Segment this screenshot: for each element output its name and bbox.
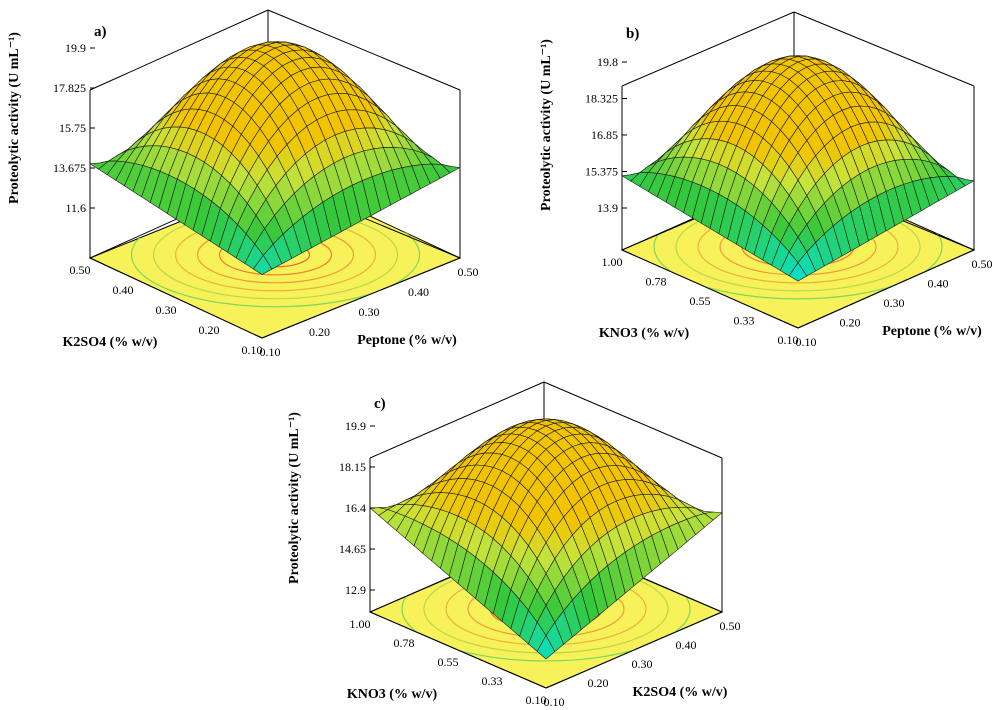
- x-axis: 0.10 0.20 0.30 0.40 0.50 K2SO4 (% w/v): [544, 619, 741, 709]
- x-tick-label: 0.10: [544, 695, 565, 709]
- z-tick-label: 19.9: [345, 419, 366, 433]
- floor-edge: [89, 257, 263, 339]
- panel-label: a): [94, 24, 107, 40]
- y-axis: 0.10 0.20 0.30 0.40 0.50 K2SO4 (% w/v): [63, 263, 263, 357]
- response-surface: [89, 41, 461, 275]
- floor-edge: [621, 249, 799, 329]
- surface-plot-a-svg: 11.6 13.675 15.75 17.825 19.9 Proteolytic act…: [7, 9, 479, 359]
- box-edge: [793, 11, 975, 87]
- z-axis-label: Proteolytic activity (U mL⁻¹): [539, 39, 554, 211]
- box-edge: [89, 9, 269, 91]
- x-tick-label: 0.30: [884, 296, 905, 310]
- surface-cell: [536, 634, 556, 660]
- x-axis: 0.10 0.20 0.30 0.40 0.50 Peptone (% w/v): [260, 265, 479, 359]
- z-tick-label: 13.9: [597, 201, 618, 215]
- y-tick-label: 0.78: [394, 636, 415, 650]
- z-axis-label: Proteolytic activity (U mL⁻¹): [7, 32, 22, 204]
- x-tick-label: 0.10: [260, 345, 281, 359]
- floor-edge: [797, 249, 975, 329]
- panel-label: b): [626, 26, 639, 42]
- x-tick-label: 0.20: [309, 325, 330, 339]
- y-tick-label: 0.55: [690, 294, 711, 308]
- z-tick-label: 11.6: [65, 201, 86, 215]
- z-tick-label: 15.75: [59, 121, 86, 135]
- floor-edge: [261, 257, 461, 339]
- z-axis: 12.9 14.65 16.4 18.15 19.9 Proteolytic activi…: [287, 412, 375, 597]
- y-tick-label: 0.33: [482, 674, 503, 688]
- box-edge: [621, 11, 795, 87]
- y-tick-label: 1.00: [602, 255, 623, 269]
- surface-cell: [252, 254, 273, 275]
- x-tick-label: 0.10: [796, 335, 817, 349]
- z-tick-label: 18.15: [339, 460, 366, 474]
- y-axis-label: KNO3 (% w/v): [347, 687, 438, 702]
- z-tick-label: 19.8: [597, 55, 618, 69]
- y-tick-label: 0.30: [156, 303, 177, 317]
- box-edge: [267, 9, 461, 91]
- panel-label: c): [374, 396, 386, 412]
- box-edge: [543, 381, 723, 459]
- y-tick-label: 0.33: [734, 314, 755, 328]
- y-axis-label: KNO3 (% w/v): [599, 326, 690, 341]
- response-surface: [369, 418, 723, 660]
- z-tick-label: 16.85: [591, 128, 618, 142]
- axis-box: [89, 9, 461, 339]
- surface-cell: [788, 262, 808, 282]
- x-tick-label: 0.40: [676, 638, 697, 652]
- y-tick-label: 0.40: [113, 283, 134, 297]
- response-surface: [621, 55, 975, 282]
- surface-plot-b-svg: 13.9 15.375 16.85 18.325 19.8 Proteolytic act…: [539, 11, 993, 349]
- surface-plot-a: 11.6 13.675 15.75 17.825 19.9 Proteolytic act…: [0, 0, 500, 360]
- z-tick-label: 18.325: [585, 92, 618, 106]
- z-axis: 11.6 13.675 15.75 17.825 19.9 Proteolytic act…: [7, 32, 95, 215]
- y-tick-label: 0.10: [778, 333, 799, 347]
- y-tick-label: 0.10: [526, 693, 547, 707]
- surface-plot-c-svg: 12.9 14.65 16.4 18.15 19.9 Proteolytic activi…: [287, 381, 741, 709]
- x-axis-label: Peptone (% w/v): [357, 333, 457, 348]
- z-tick-label: 16.4: [345, 501, 366, 515]
- z-tick-label: 12.9: [345, 583, 366, 597]
- x-tick-label: 0.40: [408, 285, 429, 299]
- x-tick-label: 0.20: [588, 676, 609, 690]
- floor-edge: [369, 611, 547, 689]
- x-tick-label: 0.50: [720, 619, 741, 633]
- x-tick-label: 0.30: [359, 305, 380, 319]
- z-axis-label: Proteolytic activity (U mL⁻¹): [287, 412, 302, 584]
- y-tick-label: 0.78: [646, 275, 667, 289]
- x-axis-label: Peptone (% w/v): [882, 324, 982, 339]
- x-tick-label: 0.50: [972, 257, 993, 271]
- y-axis-label: K2SO4 (% w/v): [63, 335, 158, 350]
- x-tick-label: 0.40: [928, 277, 949, 291]
- surface-plot-b: 13.9 15.375 16.85 18.325 19.8 Proteolytic act…: [500, 0, 1000, 360]
- surface-plot-c: 12.9 14.65 16.4 18.15 19.9 Proteolytic activi…: [250, 360, 750, 710]
- y-axis: 0.10 0.33 0.55 0.78 1.00 KNO3 (% w/v): [347, 617, 547, 707]
- y-tick-label: 1.00: [350, 617, 371, 631]
- z-tick-label: 17.825: [53, 81, 86, 95]
- x-axis-label: K2SO4 (% w/v): [633, 685, 728, 700]
- box-edge: [369, 381, 545, 459]
- z-tick-label: 13.675: [53, 161, 86, 175]
- y-tick-label: 0.10: [242, 343, 263, 357]
- y-tick-label: 0.20: [199, 323, 220, 337]
- z-tick-label: 15.375: [585, 165, 618, 179]
- z-axis: 13.9 15.375 16.85 18.325 19.8 Proteolytic act…: [539, 39, 627, 215]
- floor-edge: [545, 611, 723, 689]
- y-axis: 0.10 0.33 0.55 0.78 1.00 KNO3 (% w/v): [599, 255, 799, 347]
- x-tick-label: 0.50: [458, 265, 479, 279]
- x-tick-label: 0.20: [840, 316, 861, 330]
- z-tick-label: 19.9: [65, 41, 86, 55]
- z-tick-label: 14.65: [339, 542, 366, 556]
- y-tick-label: 0.50: [70, 263, 91, 277]
- y-tick-label: 0.55: [438, 655, 459, 669]
- x-axis: 0.10 0.20 0.30 0.40 0.50 Peptone (% w/v): [796, 257, 993, 349]
- x-tick-label: 0.30: [632, 657, 653, 671]
